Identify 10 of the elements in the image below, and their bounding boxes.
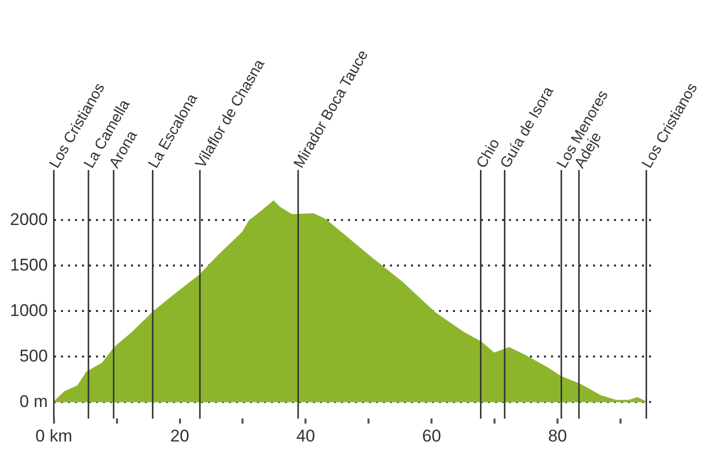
x-tick-label: 0 km (35, 426, 72, 446)
y-tick-label: 0 m (19, 392, 48, 411)
x-tick-label: 40 (296, 426, 316, 446)
y-tick-label: 500 (19, 346, 48, 366)
x-tick-label: 20 (170, 426, 190, 446)
y-tick-label: 2000 (10, 210, 48, 229)
y-tick-label: 1500 (10, 255, 48, 274)
x-tick-label: 80 (548, 426, 568, 446)
x-tick-label: 60 (422, 426, 442, 446)
y-tick-label: 1000 (10, 300, 48, 320)
